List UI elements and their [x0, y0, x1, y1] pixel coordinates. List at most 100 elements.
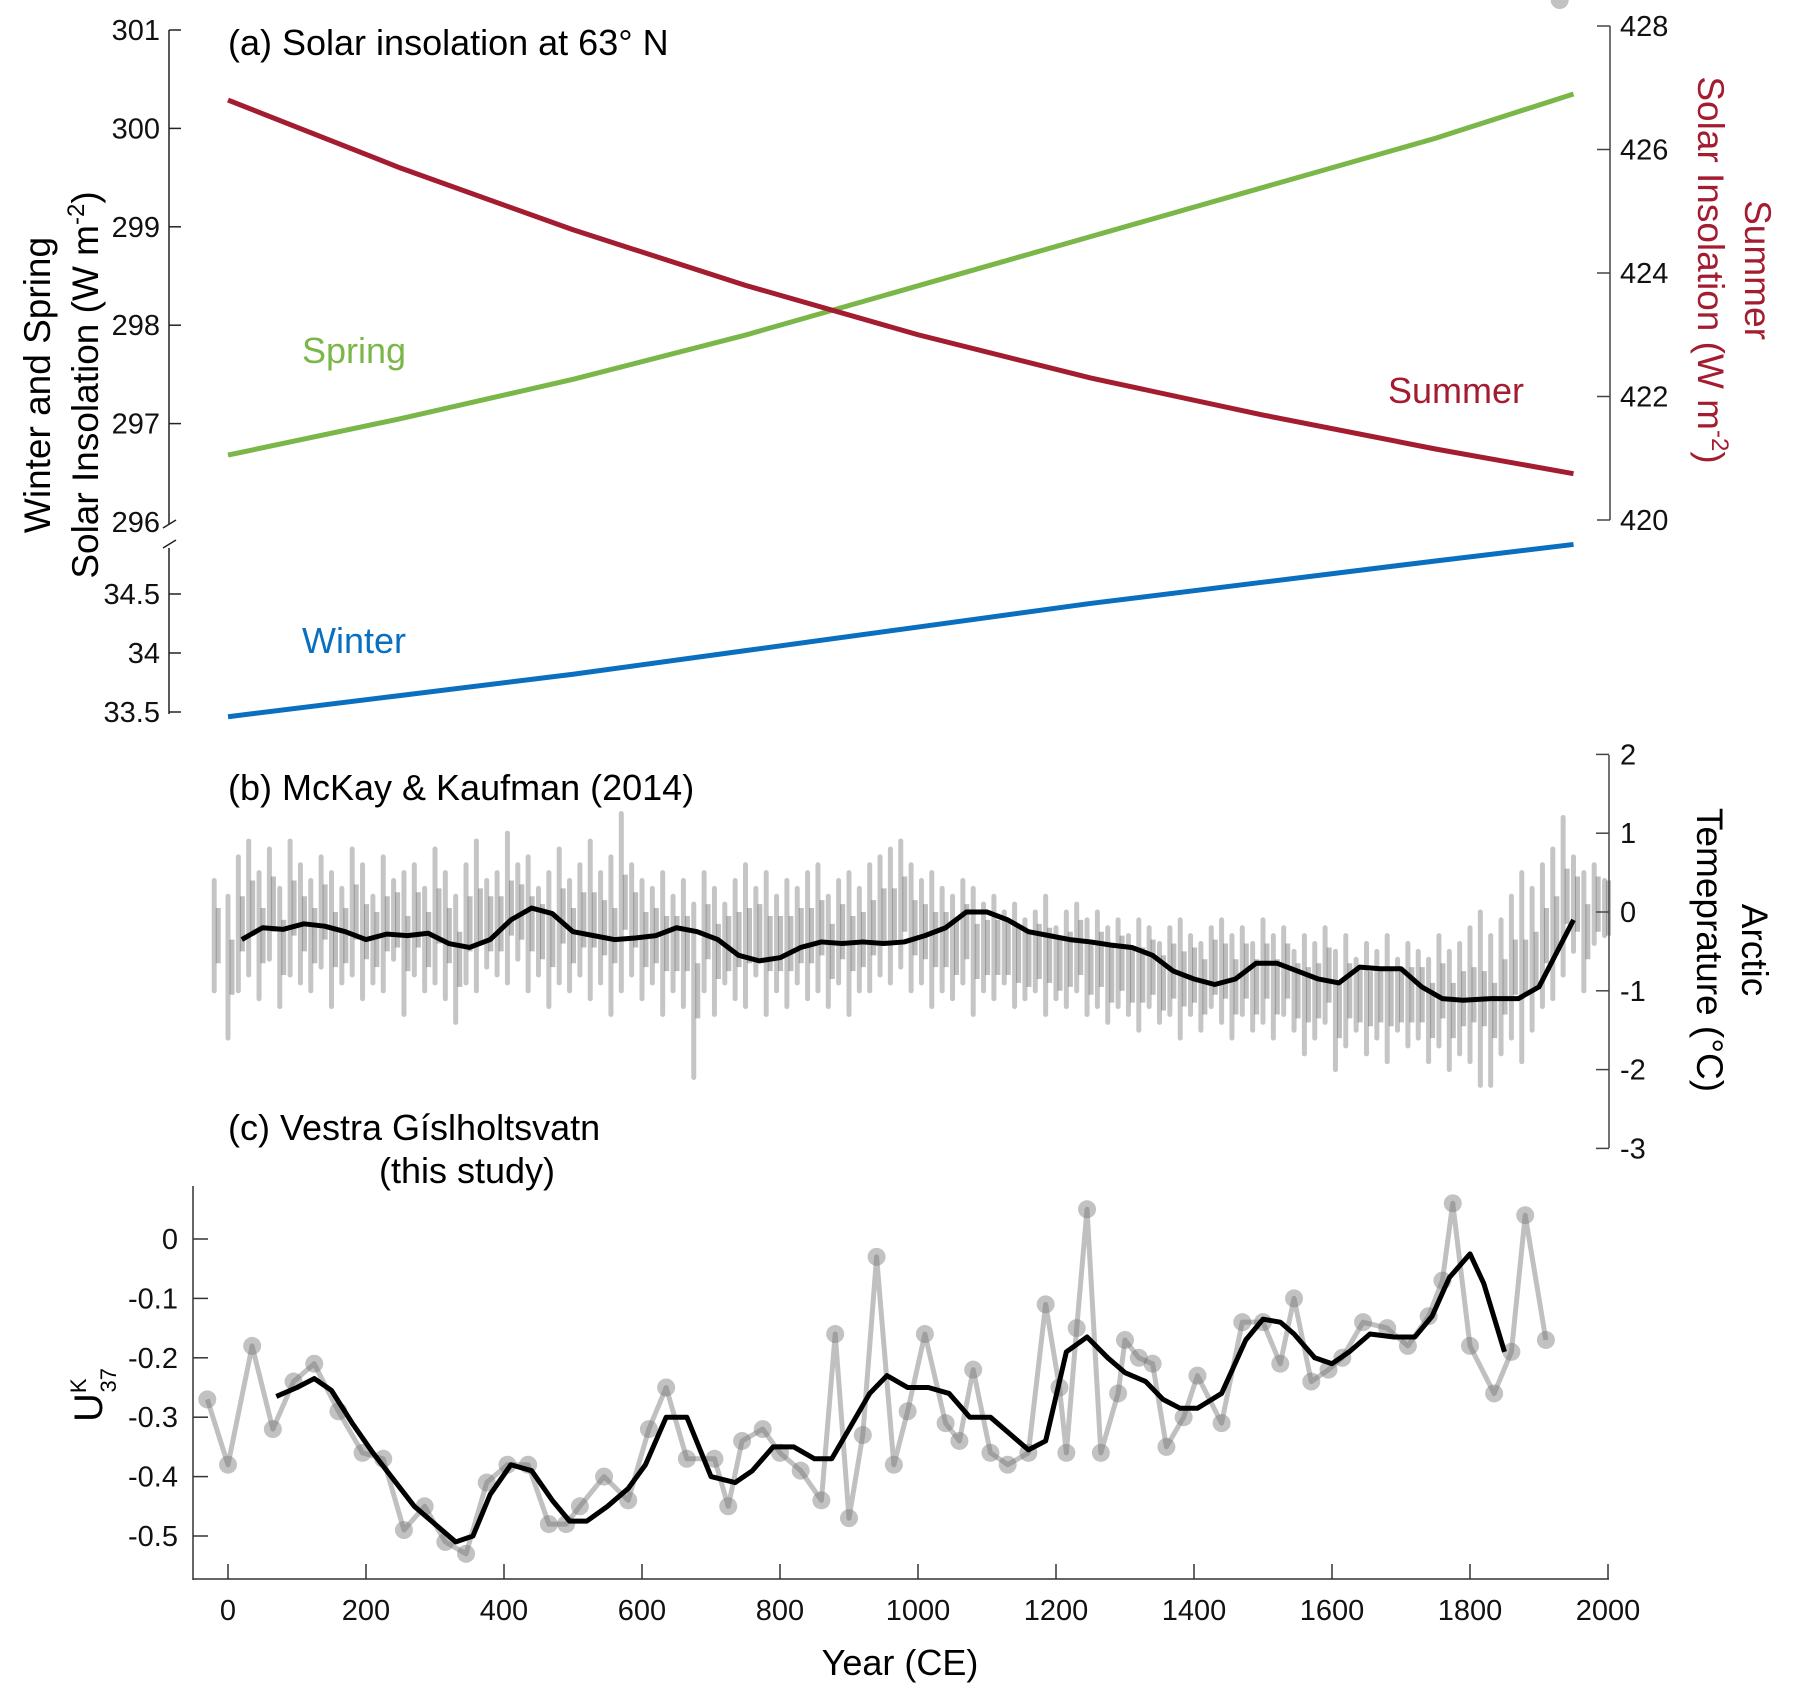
- x-tick-label: 0: [220, 1595, 236, 1627]
- panel-b-annual-ranges: [211, 811, 1612, 1088]
- tick-label: 422: [1620, 382, 1668, 414]
- tick-label: 296: [112, 507, 160, 539]
- right-ylabel-sup: -2: [1706, 430, 1733, 451]
- data-point: [1233, 1313, 1252, 1332]
- x-tick-label: 1400: [1162, 1595, 1227, 1627]
- panel-a-title: (a) Solar insolation at 63° N: [228, 22, 669, 63]
- tick-label: 420: [1620, 505, 1668, 537]
- legend-spring: Spring: [302, 330, 406, 371]
- data-point: [898, 1402, 917, 1421]
- ylabel-u: U: [67, 1393, 111, 1422]
- data-point: [1502, 1342, 1521, 1361]
- x-tick-label: 600: [618, 1595, 666, 1627]
- data-point: [1036, 1295, 1055, 1314]
- data-point: [1398, 1336, 1417, 1355]
- left-ylabel-line2-group: Solar Insolation (W m-2): [63, 191, 106, 578]
- data-point: [539, 1515, 558, 1534]
- data-point: [1174, 1408, 1193, 1427]
- panel-a-left-ylabel: Winter and Spring: [17, 237, 58, 533]
- data-point: [998, 1455, 1017, 1474]
- ylabel-temperature: Temeprature (°C): [1689, 808, 1730, 1092]
- data-point: [884, 1455, 903, 1474]
- x-tick-label: 2000: [1576, 1595, 1641, 1627]
- left-ylabel-sup: -2: [63, 204, 90, 225]
- x-tick-label: 1600: [1300, 1595, 1365, 1627]
- ylabel-arctic: Arctic: [1734, 904, 1775, 997]
- tick-label: 0: [162, 1224, 178, 1256]
- data-point: [1091, 1443, 1110, 1462]
- data-point: [1378, 1319, 1397, 1338]
- data-point: [394, 1521, 413, 1540]
- data-point: [1188, 1366, 1207, 1385]
- panel-a-left-upper-ticks: 296 297 298 299 300 301: [112, 15, 181, 539]
- data-point: [1129, 1348, 1148, 1367]
- smoothed-uk37-line: [275, 1251, 1507, 1545]
- data-point: [1354, 1313, 1373, 1332]
- series-winter-line: [227, 541, 1574, 720]
- data-point: [198, 1390, 217, 1409]
- x-tick-label: 200: [342, 1595, 390, 1627]
- tick-label: 428: [1620, 11, 1668, 43]
- data-point: [1461, 1336, 1479, 1355]
- data-point: [219, 1455, 237, 1474]
- x-axis-label: Year (CE): [822, 1642, 979, 1683]
- data-point: [981, 1443, 1000, 1462]
- smoothed-temperature-line: [240, 905, 1576, 1003]
- tick-label: 34: [128, 638, 160, 670]
- panel-c-title-line1: (c) Vestra Gíslholtsvatn: [228, 1107, 600, 1148]
- axis-break-mark: [162, 519, 177, 529]
- data-point: [677, 1449, 696, 1468]
- data-point: [1109, 1384, 1128, 1403]
- x-tick-label: 1200: [1024, 1595, 1089, 1627]
- tick-label: 2: [1620, 739, 1636, 771]
- tick-label: 300: [112, 113, 160, 145]
- x-tick-label: 400: [480, 1595, 528, 1627]
- panel-b-smoothed: [240, 905, 1576, 1003]
- panel-a-left-lower-ticks: 33.5 34 34.5: [104, 579, 181, 729]
- panel-c-yticks: 0 -0.1 -0.2 -0.3 -0.4 -0.5: [128, 1224, 208, 1553]
- data-point: [1285, 1289, 1304, 1308]
- legend-summer: Summer: [1388, 370, 1524, 411]
- data-point: [1302, 1372, 1321, 1391]
- data-point: [1212, 1414, 1231, 1433]
- tick-label: 34.5: [104, 579, 160, 611]
- data-point: [753, 1420, 772, 1439]
- tick-label: 1: [1620, 818, 1636, 850]
- data-point: [1271, 1354, 1290, 1373]
- legend-winter: Winter: [302, 620, 406, 661]
- data-point: [964, 1360, 983, 1379]
- panel-c: (c) Vestra Gíslholtsvatn (this study) 0 -…: [66, 0, 1640, 1683]
- panel-a-right-ticks: 420 422 424 426 428: [1597, 11, 1668, 537]
- tick-label: -0.4: [128, 1462, 178, 1494]
- x-tick-label: 800: [756, 1595, 804, 1627]
- data-point: [1067, 1319, 1086, 1338]
- tick-label: -0.3: [128, 1402, 178, 1434]
- data-point: [915, 1325, 934, 1344]
- tick-label: 33.5: [104, 697, 160, 729]
- ylabel-sup: K: [66, 1378, 91, 1393]
- tick-label: -1: [1620, 976, 1646, 1008]
- data-point: [826, 1325, 845, 1344]
- data-point: [840, 1509, 858, 1528]
- tick-label: -2: [1620, 1055, 1646, 1087]
- tick-label: 299: [112, 212, 160, 244]
- tick-label: 424: [1620, 258, 1668, 290]
- data-point: [1157, 1437, 1176, 1456]
- data-point: [1443, 1194, 1462, 1213]
- data-point: [1143, 1354, 1162, 1373]
- x-tick-label: 1800: [1438, 1595, 1503, 1627]
- data-point: [639, 1420, 658, 1439]
- tick-label: 301: [112, 15, 160, 47]
- tick-label: -3: [1620, 1133, 1646, 1165]
- panel-b-title: (b) McKay & Kaufman (2014): [228, 767, 694, 808]
- panel-c-data-points: [198, 0, 1569, 1563]
- data-point: [305, 1354, 324, 1373]
- panel-a: (a) Solar insolation at 63° N 2962972982…: [17, 11, 1778, 729]
- left-ylabel-text: Solar Insolation (W m: [65, 225, 106, 579]
- data-point: [719, 1497, 738, 1516]
- tick-label: 0: [1620, 897, 1636, 929]
- right-ylabel-line2: Solar Insolation (W m-2): [1690, 76, 1733, 463]
- data-point: [1536, 1330, 1555, 1349]
- tick-label: 298: [112, 310, 160, 342]
